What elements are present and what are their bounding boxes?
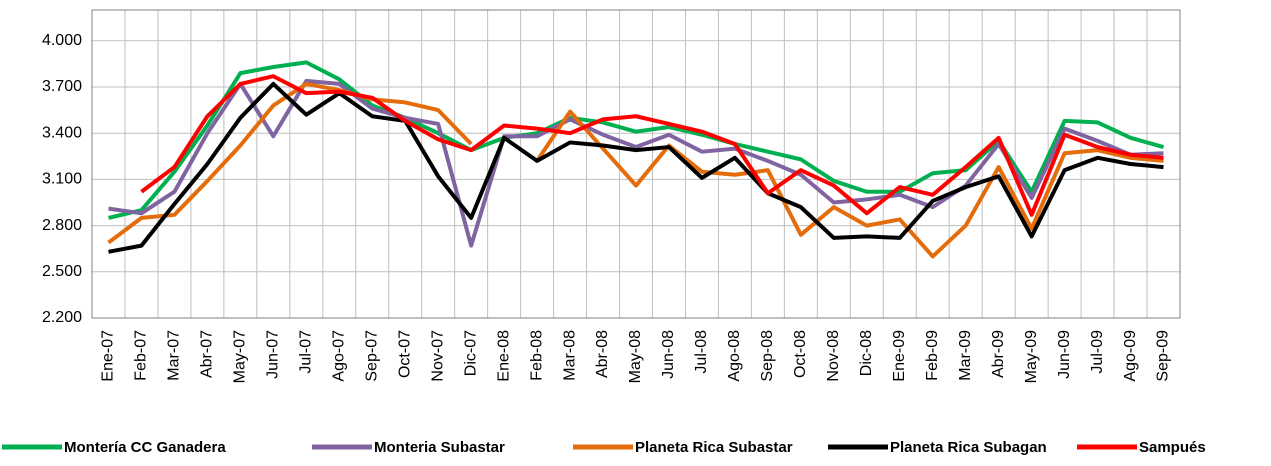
y-tick-label: 2.200 (42, 309, 82, 326)
x-tick-label: Jul-09 (1089, 330, 1106, 374)
series-line (108, 60, 1165, 220)
x-tick-label: Ago-07 (330, 330, 347, 382)
legend-label: Sampués (1139, 439, 1206, 456)
x-tick-label: Ago-08 (726, 330, 743, 382)
x-tick-label: Dic-08 (858, 330, 875, 376)
x-tick-label: Dic-07 (462, 330, 479, 376)
x-tick-label: Mar-09 (957, 330, 974, 381)
series-line (108, 81, 1164, 254)
y-tick-label: 4.000 (42, 32, 82, 49)
legend-label: Planeta Rica Subastar (635, 439, 793, 456)
x-tick-label: Nov-07 (429, 330, 446, 382)
x-tick-label: Ene-09 (891, 330, 908, 382)
x-tick-label: Jul-08 (693, 330, 710, 374)
x-tick-label: Jul-07 (298, 330, 315, 374)
x-tick-label: Mar-07 (166, 330, 183, 381)
x-tick-label: Ene-07 (100, 330, 117, 382)
legend-label: Monteria Subastar (374, 439, 505, 456)
x-tick-label: Oct-07 (396, 330, 413, 378)
x-tick-label: Jun-08 (660, 330, 677, 379)
x-tick-label: Feb-09 (924, 330, 941, 381)
series-line (108, 78, 1164, 248)
legend-label: Montería CC Ganadera (64, 439, 226, 456)
x-tick-label: Ago-09 (1122, 330, 1139, 382)
x-tick-label: Sep-09 (1155, 330, 1172, 382)
x-tick-label: Feb-08 (528, 330, 545, 381)
series-line (107, 81, 1164, 259)
x-tick-label: Abr-07 (199, 330, 216, 378)
x-tick-label: Jun-07 (265, 330, 282, 379)
x-tick-label: Abr-08 (594, 330, 611, 378)
x-tick-label: May-07 (232, 330, 249, 383)
x-tick-label: Feb-07 (133, 330, 150, 381)
y-tick-label: 2.500 (42, 263, 82, 280)
x-tick-label: Oct-08 (792, 330, 809, 378)
y-tick-label: 3.400 (42, 124, 82, 141)
x-tick-label: Sep-07 (363, 330, 380, 382)
x-tick-label: Sep-08 (759, 330, 776, 382)
x-tick-label: Mar-08 (561, 330, 578, 381)
x-tick-label: Ene-08 (495, 330, 512, 382)
plot-border (91, 9, 1181, 319)
y-tick-label: 3.100 (42, 171, 82, 188)
x-tick-label: May-08 (627, 330, 644, 383)
legend-label: Planeta Rica Subagan (890, 439, 1047, 456)
y-tick-label: 2.800 (42, 217, 82, 234)
x-tick-label: Jun-09 (1056, 330, 1073, 379)
series-line (140, 74, 1164, 217)
x-tick-label: Nov-08 (825, 330, 842, 382)
y-tick-label: 3.700 (42, 78, 82, 95)
x-tick-label: Abr-09 (990, 330, 1007, 378)
x-tick-label: May-09 (1023, 330, 1040, 383)
